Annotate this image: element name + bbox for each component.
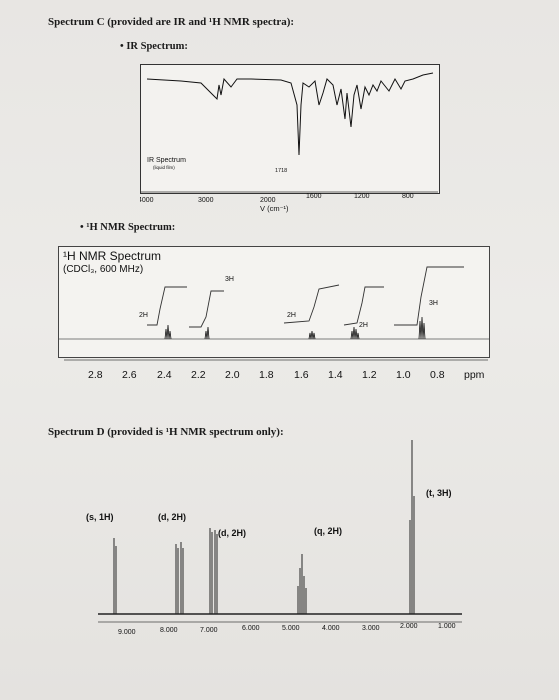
nmr-d-peaks bbox=[113, 440, 415, 614]
nmr-d-peak-label-s1h: (s, 1H) bbox=[86, 512, 114, 522]
ir-bullet: • IR Spectrum: bbox=[120, 41, 188, 52]
nmr-d-tick-4: 4.000 bbox=[322, 625, 340, 632]
nmr-bullet: • ¹H NMR Spectrum: bbox=[80, 222, 176, 233]
nmr-c-integral-label-1: 2H bbox=[139, 312, 148, 319]
ir-tick-4000: 4000 bbox=[140, 197, 154, 204]
ir-x-axis: 4000 3000 2000 1600 1200 800 V (cm⁻¹) bbox=[140, 191, 438, 213]
nmr-c-tick-2.6: 2.6 bbox=[122, 369, 137, 381]
nmr-d-tick-5: 5.000 bbox=[282, 625, 300, 632]
nmr-c-x-axis: 2.8 2.6 2.4 2.2 2.0 1.8 1.6 1.4 1.2 1.0 … bbox=[64, 359, 488, 381]
nmr-c-integral-label-3: 2H bbox=[287, 312, 296, 319]
ir-tick-3000: 3000 bbox=[198, 197, 214, 204]
ir-inset-subtitle: (liquid film) bbox=[153, 165, 175, 170]
nmr-c-unit: ppm bbox=[464, 369, 485, 381]
nmr-c-integral-1 bbox=[147, 286, 187, 326]
nmr-c-tick-2.2: 2.2 bbox=[191, 369, 206, 381]
nmr-c-peaks bbox=[164, 316, 426, 340]
nmr-c-tick-2.0: 2.0 bbox=[225, 369, 240, 381]
nmr-c-conditions: (CDCl₃, 600 MHz) bbox=[63, 264, 144, 275]
nmr-c-title: ¹H NMR Spectrum bbox=[63, 249, 162, 263]
nmr-c-integral-label-4: 2H bbox=[359, 322, 368, 329]
ir-transmittance-trace bbox=[146, 72, 434, 156]
nmr-d-peak-label-t3h: (t, 3H) bbox=[426, 488, 452, 498]
ir-bullet-label: IR Spectrum: bbox=[126, 41, 188, 52]
ir-peak-label: 1718 bbox=[275, 168, 287, 174]
nmr-c-integral-2 bbox=[189, 290, 224, 328]
nmr-c-tick-2.8: 2.8 bbox=[88, 369, 103, 381]
ir-tick-1200: 1200 bbox=[354, 193, 370, 200]
nmr-c-integral-5 bbox=[394, 266, 464, 326]
spectrum-c-heading: Spectrum C (provided are IR and ¹H NMR s… bbox=[48, 16, 295, 28]
nmr-c-tick-1.8: 1.8 bbox=[259, 369, 274, 381]
nmr-c-tick-0.8: 0.8 bbox=[430, 369, 445, 381]
ir-tick-2000: 2000 bbox=[260, 197, 276, 204]
nmr-c-tick-1.6: 1.6 bbox=[294, 369, 309, 381]
nmr-c-tick-1.2: 1.2 bbox=[362, 369, 377, 381]
nmr-d-tick-7: 7.000 bbox=[200, 627, 218, 634]
spectrum-c-nmr-chart: ¹H NMR Spectrum (CDCl₃, 600 MHz) 2H 3H 2… bbox=[58, 246, 490, 358]
nmr-d-tick-6: 6.000 bbox=[242, 625, 260, 632]
nmr-c-svg: 2H 3H 2H 2H 3H bbox=[59, 266, 489, 340]
nmr-c-tick-2.4: 2.4 bbox=[157, 369, 172, 381]
nmr-c-integral-label-5: 3H bbox=[429, 300, 438, 307]
ir-spectrum-svg: IR Spectrum (liquid film) 1718 bbox=[146, 72, 434, 174]
nmr-bullet-label: ¹H NMR Spectrum: bbox=[86, 222, 176, 233]
nmr-c-tick-1.4: 1.4 bbox=[328, 369, 343, 381]
ir-inset-title: IR Spectrum bbox=[147, 157, 186, 164]
nmr-d-peak-label-d2h-1: (d, 2H) bbox=[158, 512, 186, 522]
ir-tick-800: 800 bbox=[402, 193, 414, 200]
nmr-c-integral-label-2: 3H bbox=[225, 276, 234, 283]
nmr-c-integral-3 bbox=[283, 284, 340, 324]
nmr-d-tick-2: 2.000 bbox=[400, 623, 418, 630]
ir-spectrum-chart: IR Spectrum (liquid film) 1718 bbox=[140, 64, 440, 194]
nmr-d-tick-8: 8.000 bbox=[160, 627, 178, 634]
nmr-d-tick-3: 3.000 bbox=[362, 625, 380, 632]
nmr-c-integral-4 bbox=[343, 286, 384, 326]
ir-x-label: V (cm⁻¹) bbox=[260, 204, 289, 213]
spectrum-d-heading: Spectrum D (provided is ¹H NMR spectrum … bbox=[48, 426, 284, 438]
nmr-d-peak-label-q2h: (q, 2H) bbox=[314, 526, 342, 536]
nmr-d-peak-label-d2h-2: (d, 2H) bbox=[218, 528, 246, 538]
nmr-c-tick-1.0: 1.0 bbox=[396, 369, 411, 381]
spectrum-d-nmr-chart: (s, 1H) (d, 2H) (d, 2H) (q, 2H) (t, 3H) … bbox=[86, 440, 462, 636]
ir-tick-1600: 1600 bbox=[306, 193, 322, 200]
nmr-d-tick-9: 9.000 bbox=[118, 629, 136, 636]
nmr-d-tick-1: 1.000 bbox=[438, 623, 456, 630]
